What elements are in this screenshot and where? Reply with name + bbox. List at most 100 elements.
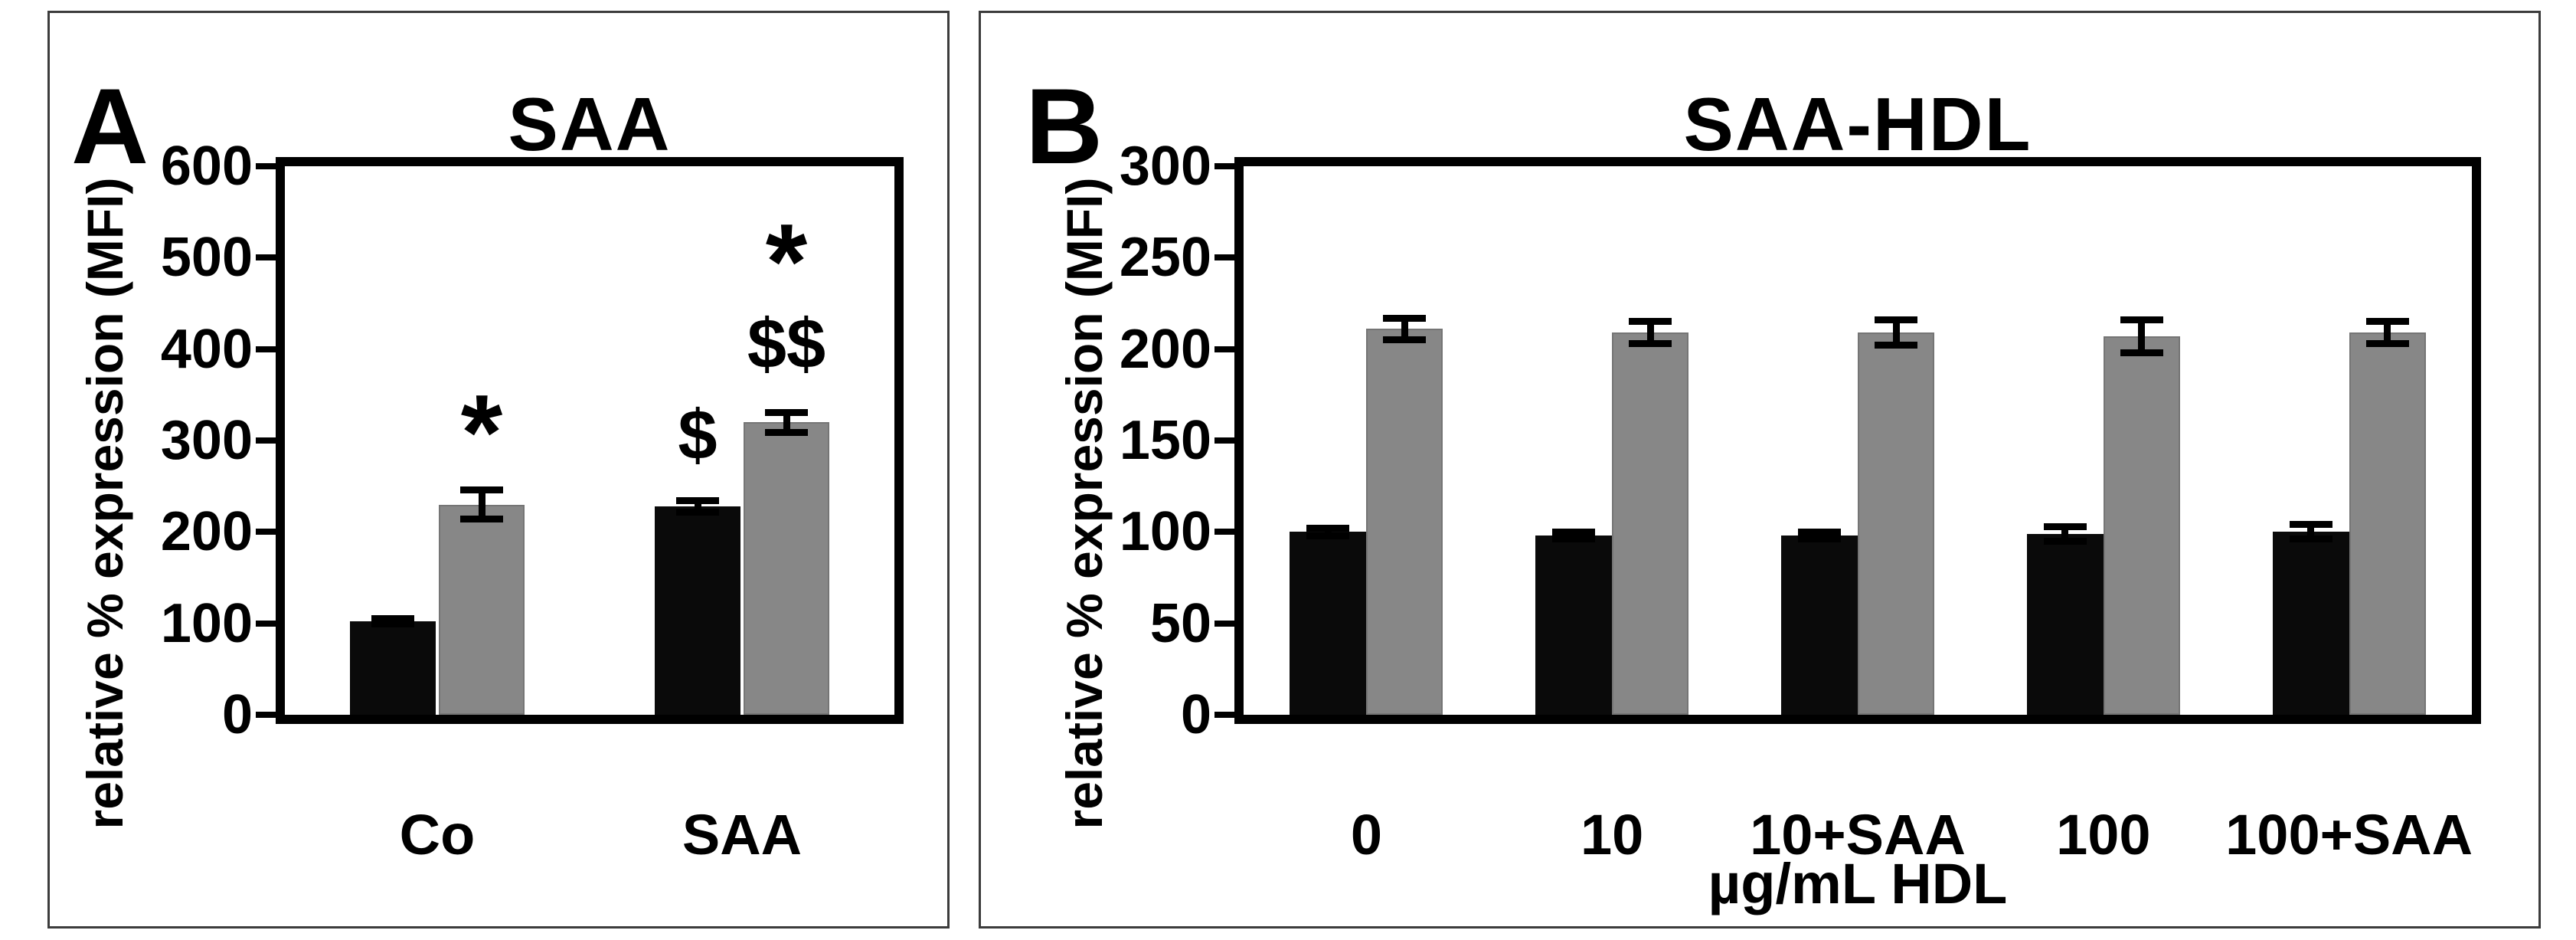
x-category-label: 10+SAA: [1750, 803, 1966, 866]
error-bar-cap-top: [2365, 318, 2409, 326]
error-bar-line: [478, 490, 485, 519]
error-bar-cap-bottom: [765, 428, 808, 436]
y-tick-mark: [256, 529, 276, 536]
y-tick-label: 300: [1119, 136, 1211, 197]
error-bar-cap-top: [1552, 528, 1596, 536]
panel-letter-A: A: [71, 66, 149, 186]
error-bar-line: [1816, 532, 1823, 539]
y-tick-mark: [1214, 437, 1234, 444]
bar-gray: [2349, 332, 2426, 715]
x-category-label: 100+SAA: [2225, 803, 2473, 866]
error-bar-cap-top: [1306, 525, 1350, 532]
x-category-label: 0: [1350, 803, 1382, 866]
significance-annotation: $: [678, 395, 718, 474]
y-tick-label: 250: [1119, 227, 1211, 289]
panel-B: B SAA-HDL relative % expression (MFI) 0 5…: [979, 11, 2541, 929]
error-bar-cap-bottom: [1875, 342, 1917, 349]
y-tick-label: 400: [160, 318, 253, 380]
y-tick-label: 0: [1180, 684, 1211, 745]
bar-gray: [1858, 332, 1934, 715]
error-bar-cap-bottom: [2289, 536, 2332, 543]
error-bar-cap-bottom: [371, 621, 414, 628]
error-bar-cap-top: [2289, 521, 2332, 529]
bar-gray: [439, 504, 525, 715]
y-tick-label: 200: [1119, 318, 1211, 380]
bar-gray: [1366, 329, 1443, 715]
y-tick-label: 200: [160, 501, 253, 563]
chart-title-B: SAA-HDL: [1683, 82, 2032, 166]
error-bar-line: [694, 500, 701, 513]
error-bar-cap-bottom: [2120, 349, 2163, 356]
error-bar-cap-bottom: [1383, 336, 1427, 344]
error-bar-cap-bottom: [1629, 340, 1672, 347]
error-bar-cap-top: [765, 408, 808, 416]
error-bar-cap-bottom: [460, 516, 503, 523]
bar-gray: [744, 422, 829, 715]
error-bar-cap-top: [2120, 316, 2163, 323]
error-bar-line: [1570, 532, 1577, 539]
plot-border: [276, 157, 904, 724]
y-axis-label-A: relative % expression (MFI): [77, 177, 133, 830]
error-bar-cap-bottom: [676, 508, 719, 516]
bar-black: [2272, 532, 2349, 715]
error-bar-line: [783, 412, 790, 433]
bar-black: [1290, 532, 1367, 715]
y-tick-mark: [256, 163, 276, 169]
chart-area-A: 0 100 200 300 400 500 600 Co SAA * $ $$ *: [50, 13, 947, 926]
y-tick-mark: [256, 712, 276, 718]
x-axis-title-B: µg/mL HDL: [1708, 852, 2008, 915]
error-bar-line: [2307, 524, 2315, 539]
error-bar-cap-top: [1629, 318, 1672, 326]
chart-title-A: SAA: [508, 82, 672, 166]
error-bar-line: [1324, 528, 1332, 536]
y-tick-label: 100: [160, 592, 253, 654]
error-bar-cap-top: [1798, 528, 1841, 536]
y-tick-label: 150: [1119, 410, 1211, 471]
y-tick-label: 100: [1119, 501, 1211, 563]
bar-black: [1781, 536, 1858, 715]
y-tick-label: 0: [221, 684, 253, 745]
error-bar-line: [2061, 526, 2069, 542]
error-bar-cap-top: [1875, 316, 1917, 323]
error-bar-line: [2138, 319, 2146, 353]
error-bar-line: [1401, 318, 1408, 340]
y-axis-label-B: relative % expression (MFI): [1056, 177, 1113, 830]
y-tick-mark: [1214, 163, 1234, 169]
panel-letter-B: B: [1025, 66, 1103, 186]
error-bar-line: [1646, 321, 1654, 344]
x-category-label: SAA: [682, 803, 803, 866]
bar-gray: [2103, 336, 2180, 715]
error-bar-cap-top: [1383, 314, 1427, 322]
y-tick-label: 600: [160, 136, 253, 197]
y-tick-mark: [256, 346, 276, 352]
y-tick-mark: [1214, 529, 1234, 536]
error-bar-cap-top: [371, 615, 414, 623]
error-bar-cap-bottom: [2365, 340, 2409, 347]
plot-border: [1234, 157, 2481, 724]
chart-area-B: 0 50 100 150 200 250 300 0 10 10+SAA 100 100+SAA: [981, 13, 2538, 926]
y-tick-label: 300: [160, 410, 253, 471]
significance-annotation: $$: [747, 304, 826, 383]
error-bar-cap-bottom: [2043, 537, 2087, 545]
y-tick-mark: [1214, 254, 1234, 261]
significance-annotation: *: [765, 201, 808, 322]
x-category-label: Co: [399, 803, 476, 866]
y-tick-mark: [1214, 620, 1234, 627]
bar-gray: [1612, 332, 1689, 715]
error-bar-cap-bottom: [1552, 536, 1596, 543]
x-category-label: 100: [2056, 803, 2151, 866]
error-bar-cap-top: [676, 497, 719, 505]
error-bar-line: [1892, 319, 1900, 346]
error-bar-cap-bottom: [1798, 536, 1841, 543]
bar-black: [655, 506, 740, 715]
y-tick-mark: [1214, 346, 1234, 352]
y-tick-mark: [256, 620, 276, 627]
y-tick-label: 50: [1149, 592, 1211, 654]
bar-black: [2026, 533, 2104, 715]
y-tick-mark: [256, 254, 276, 261]
error-bar-cap-top: [460, 486, 503, 493]
bar-black: [1535, 536, 1613, 715]
y-tick-mark: [1214, 712, 1234, 718]
error-bar-line: [2384, 321, 2391, 344]
